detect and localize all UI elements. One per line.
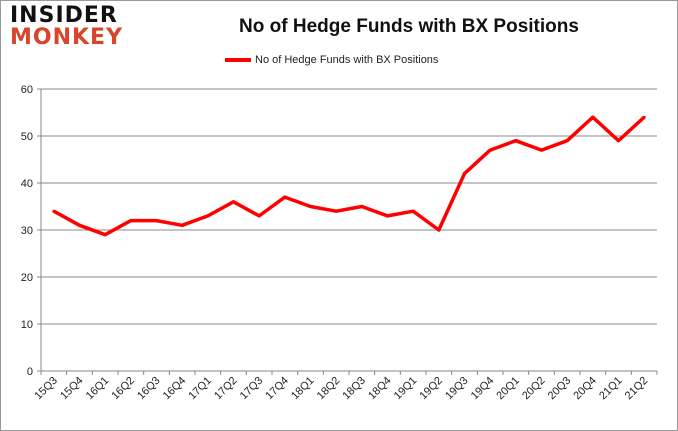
data-point (206, 214, 210, 218)
x-tick-label: 18Q3 (340, 375, 368, 403)
data-point (591, 115, 595, 119)
x-tick-label: 20Q2 (520, 375, 548, 403)
x-tick-label: 20Q1 (494, 375, 522, 403)
data-point (129, 219, 133, 223)
y-tick-label: 20 (21, 272, 33, 284)
data-point (386, 214, 389, 218)
x-tick-label: 15Q3 (32, 375, 60, 403)
x-tick-label: 21Q2 (623, 375, 651, 403)
x-tick-label: 19Q4 (469, 375, 497, 403)
x-tick-label: 17Q3 (238, 375, 266, 403)
data-point (283, 195, 287, 199)
data-point (437, 228, 441, 232)
data-point (411, 209, 415, 213)
legend-label: No of Hedge Funds with BX Positions (255, 54, 439, 66)
x-tick-label: 18Q1 (289, 375, 317, 403)
x-tick-label: 17Q2 (212, 375, 240, 403)
data-point (617, 139, 620, 143)
chart-title: No of Hedge Funds with BX Positions (239, 16, 579, 37)
logo-line-2: MONKEY (10, 25, 124, 50)
y-tick-label: 0 (27, 366, 33, 378)
data-point (360, 205, 364, 208)
y-tick-label: 60 (21, 84, 33, 96)
y-tick-label: 40 (21, 178, 33, 190)
x-tick-label: 18Q4 (366, 375, 394, 403)
y-tick-label: 10 (21, 319, 33, 331)
data-point (180, 223, 184, 227)
logo-line-1: INSIDER (10, 3, 118, 28)
data-point (103, 233, 107, 237)
x-tick-label: 20Q4 (571, 375, 599, 403)
data-point (257, 214, 261, 218)
data-point (52, 209, 56, 213)
x-tick-label: 18Q2 (315, 375, 343, 403)
data-point (334, 209, 338, 213)
data-point (514, 139, 518, 143)
data-point (155, 219, 158, 223)
x-tick-label: 19Q3 (443, 375, 471, 403)
data-point (463, 172, 466, 176)
x-tick-label: 15Q4 (58, 375, 86, 403)
data-point (78, 223, 81, 227)
insider-monkey-logo: INSIDER MONKEY (10, 5, 123, 49)
x-tick-label: 21Q1 (597, 375, 625, 403)
data-point (488, 148, 492, 152)
x-tick-label: 20Q3 (546, 375, 574, 403)
data-point (565, 139, 569, 143)
x-tick-label: 16Q2 (109, 375, 137, 403)
x-tick-label: 17Q1 (186, 375, 214, 403)
x-tick-label: 19Q1 (392, 375, 420, 403)
data-point (232, 200, 235, 204)
x-tick-label: 16Q1 (84, 375, 112, 403)
x-tick-label: 16Q4 (161, 375, 189, 403)
x-tick-label: 17Q4 (263, 375, 291, 403)
data-point (309, 205, 312, 208)
legend: No of Hedge Funds with BX Positions (225, 54, 438, 66)
y-tick-label: 50 (21, 131, 33, 143)
y-tick-label: 30 (21, 225, 33, 237)
data-point (642, 115, 646, 119)
legend-swatch (225, 58, 251, 62)
x-tick-label: 16Q3 (135, 375, 163, 403)
x-tick-label: 19Q2 (417, 375, 445, 403)
series-line (52, 115, 646, 237)
data-point (540, 148, 543, 152)
